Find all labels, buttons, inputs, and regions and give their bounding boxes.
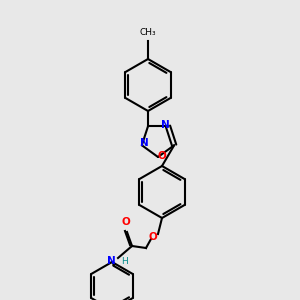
Text: O: O (122, 217, 130, 227)
Text: O: O (158, 151, 166, 161)
Text: CH₃: CH₃ (140, 28, 156, 37)
Text: O: O (148, 232, 158, 242)
Text: N: N (107, 256, 116, 266)
Text: N: N (140, 138, 149, 148)
Text: H: H (121, 257, 128, 266)
Text: N: N (160, 120, 169, 130)
